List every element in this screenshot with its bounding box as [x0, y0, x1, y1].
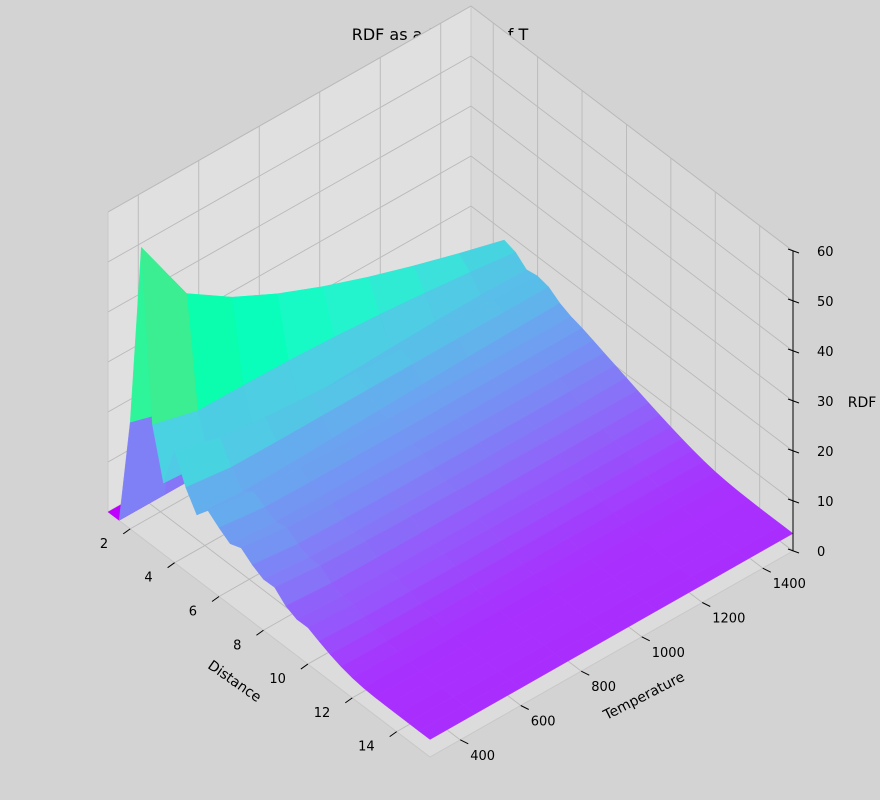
x-tick-label: 4	[144, 571, 152, 586]
x-tick-mark	[300, 663, 309, 670]
x-tick-label: 2	[100, 537, 108, 552]
z-tick-label: 10	[817, 495, 834, 510]
y-tick-label: 1400	[773, 577, 806, 592]
axis-ticks: 2 4 6 8 10 12 14 400 600 800 1000 1200 1400 0 10 20 30 40…	[100, 245, 834, 764]
surface-patch	[418, 705, 476, 740]
z-tick-label: 0	[817, 545, 825, 560]
z-tick-mark	[787, 298, 800, 304]
x-axis-label: Distance	[205, 658, 264, 706]
z-tick-mark	[787, 248, 800, 254]
y-tick-label: 800	[591, 680, 616, 695]
z-tick-mark	[787, 548, 800, 554]
x-tick-label: 14	[358, 740, 375, 755]
x-tick-mark	[256, 629, 264, 636]
z-tick-mark	[787, 498, 800, 504]
z-tick-label: 40	[817, 345, 834, 360]
y-tick-label: 400	[470, 749, 495, 764]
x-tick-mark	[167, 562, 175, 569]
y-axis-label: Temperature	[600, 669, 687, 724]
y-tick-mark	[581, 670, 590, 676]
x-tick-label: 10	[269, 672, 286, 687]
y-tick-mark	[762, 567, 771, 573]
x-tick-label: 6	[189, 604, 197, 619]
y-tick-label: 1000	[652, 646, 685, 661]
x-tick-mark	[389, 731, 397, 738]
y-tick-mark	[520, 705, 529, 710]
y-tick-mark	[641, 636, 650, 642]
x-tick-label: 12	[314, 706, 331, 721]
z-tick-mark	[787, 398, 800, 404]
z-tick-label: 60	[817, 245, 834, 260]
y-tick-label: 1200	[712, 612, 745, 627]
z-tick-label: 50	[817, 295, 834, 310]
y-tick-mark	[460, 739, 469, 745]
z-axis-label: RDF	[848, 395, 877, 411]
x-tick-label: 8	[233, 638, 241, 653]
x-tick-mark	[211, 596, 220, 602]
y-tick-mark	[702, 602, 711, 607]
z-tick-mark	[787, 448, 800, 454]
rdf-surface	[107, 239, 794, 740]
x-tick-mark	[122, 528, 131, 535]
z-tick-label: 30	[817, 395, 834, 410]
y-tick-label: 600	[531, 715, 556, 730]
x-tick-mark	[344, 697, 353, 704]
z-tick-label: 20	[817, 445, 834, 460]
z-tick-mark	[787, 348, 800, 354]
